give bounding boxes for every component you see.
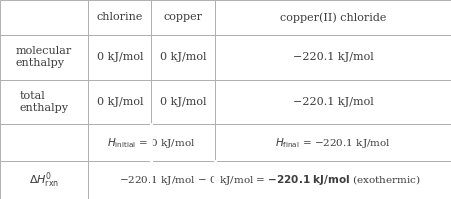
Text: $H_\mathrm{initial}$ = 0 kJ/mol: $H_\mathrm{initial}$ = 0 kJ/mol — [107, 136, 195, 150]
Bar — [0, 35, 88, 80]
Bar — [151, 80, 214, 124]
Text: 0 kJ/mol: 0 kJ/mol — [97, 52, 143, 62]
Bar — [214, 124, 451, 161]
Text: $H_\mathrm{final}$ = −220.1 kJ/mol: $H_\mathrm{final}$ = −220.1 kJ/mol — [275, 136, 391, 150]
Text: $\Delta H^0_\mathrm{rxn}$: $\Delta H^0_\mathrm{rxn}$ — [29, 170, 59, 190]
Bar — [214, 35, 451, 80]
Text: 0 kJ/mol: 0 kJ/mol — [160, 52, 206, 62]
Bar — [88, 0, 151, 35]
Text: total
enthalpy: total enthalpy — [19, 91, 69, 113]
Bar — [88, 35, 151, 80]
Bar — [0, 80, 88, 124]
Text: −220.1 kJ/mol − 0 kJ/mol = $\bf{-220.1\ kJ/mol}$ (exothermic): −220.1 kJ/mol − 0 kJ/mol = $\bf{-220.1\ … — [119, 173, 420, 187]
Bar — [0, 0, 88, 35]
Bar — [151, 0, 214, 35]
Bar — [151, 161, 214, 199]
Bar — [0, 161, 88, 199]
Text: 0 kJ/mol: 0 kJ/mol — [160, 97, 206, 107]
Text: molecular
enthalpy: molecular enthalpy — [16, 46, 72, 68]
Bar — [88, 124, 151, 161]
Text: copper: copper — [163, 12, 202, 22]
Text: −220.1 kJ/mol: −220.1 kJ/mol — [292, 52, 373, 62]
Bar — [214, 161, 451, 199]
Bar — [151, 124, 214, 161]
Text: 0 kJ/mol: 0 kJ/mol — [97, 97, 143, 107]
Bar — [88, 80, 151, 124]
Bar — [214, 0, 451, 35]
Text: chlorine: chlorine — [97, 12, 143, 22]
Bar — [214, 80, 451, 124]
Bar — [151, 35, 214, 80]
Text: copper(II) chloride: copper(II) chloride — [280, 12, 386, 23]
Bar — [0, 124, 88, 161]
Text: −220.1 kJ/mol: −220.1 kJ/mol — [292, 97, 373, 107]
Bar — [88, 161, 151, 199]
